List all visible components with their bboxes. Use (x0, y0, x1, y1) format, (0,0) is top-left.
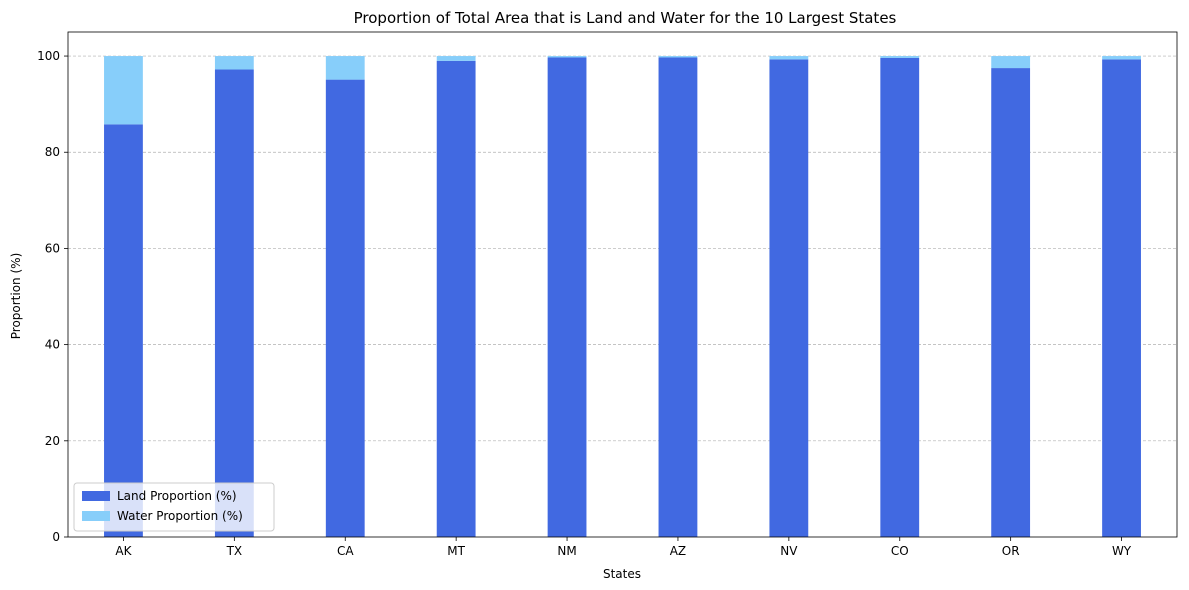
bar-land-or (991, 68, 1031, 538)
y-ticks: 0 20 40 60 80 100 (37, 49, 68, 544)
bars (104, 56, 1141, 538)
x-ticks: AK TX CA MT NM AZ NV CO OR WY (115, 537, 1132, 558)
plot-frame (67, 31, 1178, 538)
legend-swatch (82, 491, 110, 501)
bar-land-ak (104, 124, 143, 537)
y-tick-label: 40 (45, 338, 60, 352)
bar-land-nv (769, 59, 809, 538)
x-tick-label: AZ (670, 544, 686, 558)
y-tick-label: 20 (45, 434, 60, 448)
y-axis-label: Proportion (%) (9, 253, 23, 340)
bar-water-nm (547, 56, 587, 58)
bar-land-wy (1102, 59, 1141, 538)
legend: Land Proportion (%) Water Proportion (%) (73, 482, 275, 532)
x-tick-label: MT (447, 544, 465, 558)
legend-label: Water Proportion (%) (117, 509, 243, 523)
bar-land-co (880, 57, 920, 537)
bar-water-or (991, 56, 1031, 69)
bar-water-tx (214, 56, 254, 70)
x-tick-label: TX (226, 544, 243, 558)
y-tick-label: 100 (37, 49, 60, 63)
bar-land-mt (436, 60, 476, 537)
legend-swatch (82, 511, 110, 521)
x-axis-label: States (603, 567, 641, 581)
bar-water-wy (1102, 56, 1141, 60)
bar-water-az (658, 56, 698, 58)
bar-water-ak (104, 56, 143, 125)
x-tick-label: NV (780, 544, 798, 558)
y-tick-label: 0 (52, 530, 60, 544)
x-tick-label: CA (337, 544, 354, 558)
x-tick-label: OR (1002, 544, 1020, 558)
y-tick-label: 80 (45, 145, 60, 159)
bar-water-nv (769, 56, 809, 60)
bar-land-nm (547, 57, 587, 537)
legend-box (73, 482, 275, 532)
axes (67, 31, 1178, 538)
x-tick-label: NM (557, 544, 576, 558)
bar-water-mt (436, 56, 476, 61)
bar-land-az (658, 57, 698, 537)
y-tick-label: 60 (45, 241, 60, 255)
bar-water-co (880, 56, 920, 58)
bar-water-ca (325, 56, 365, 80)
chart-title: Proportion of Total Area that is Land an… (354, 9, 897, 27)
x-tick-label: WY (1112, 544, 1132, 558)
bar-land-ca (325, 79, 365, 537)
x-tick-label: CO (891, 544, 909, 558)
legend-label: Land Proportion (%) (117, 489, 237, 503)
x-tick-label: AK (115, 544, 132, 558)
bar-land-tx (214, 69, 254, 537)
